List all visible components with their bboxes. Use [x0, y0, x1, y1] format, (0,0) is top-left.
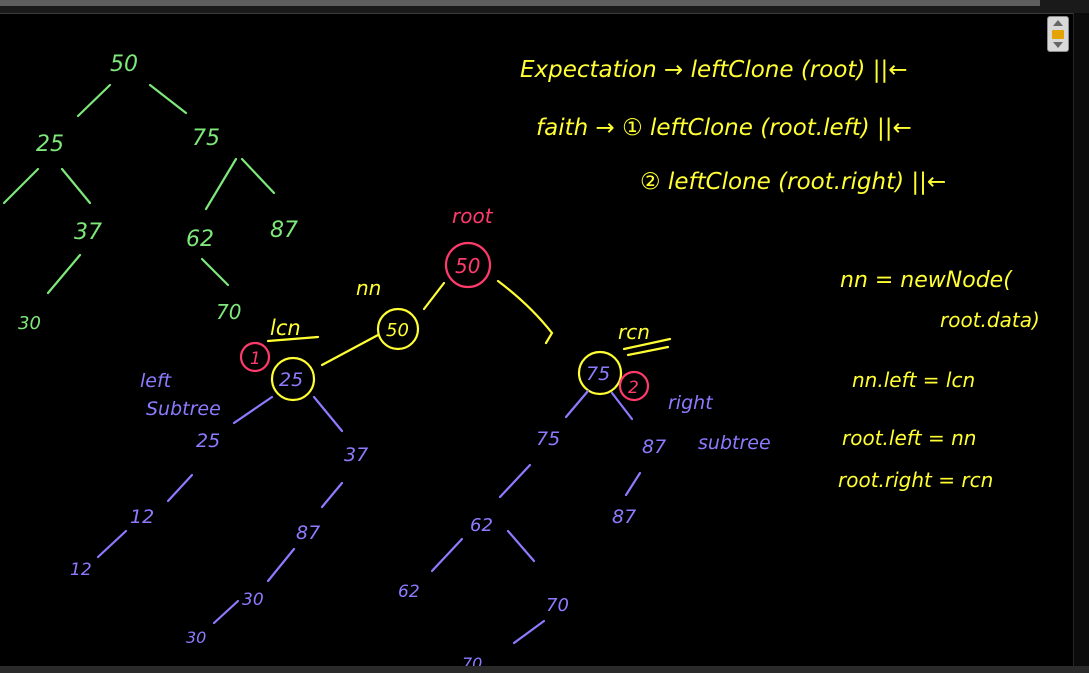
- purple-edge: [212, 599, 240, 625]
- green-node-62: 62: [186, 227, 214, 252]
- scroll-control[interactable]: [1047, 16, 1069, 52]
- green-edge: [46, 253, 82, 295]
- purple-edge: [96, 529, 128, 559]
- root-label: root: [452, 204, 494, 228]
- root-node-value: 50: [455, 254, 480, 278]
- right-subtree-label-2: subtree: [698, 432, 771, 454]
- purple-edge: [430, 537, 464, 573]
- purple-node-62a: 62: [470, 515, 493, 536]
- note-expectation: Expectation → leftClone (root) ||←: [520, 57, 907, 83]
- purple-node-30b: 30: [186, 628, 206, 647]
- rcn-label: rcn: [618, 320, 650, 344]
- scroll-down-icon[interactable]: [1053, 42, 1063, 48]
- note-nn-1: nn = newNode(: [840, 268, 1013, 293]
- step-1-circle: [239, 341, 271, 373]
- note-nn-2: root.data): [940, 308, 1040, 332]
- nn-label: nn: [356, 276, 381, 300]
- purple-node-62b: 62: [398, 582, 420, 602]
- purple-node-87a: 87: [296, 522, 320, 544]
- yellow-edge: [496, 279, 554, 345]
- lcn-circle: [270, 356, 316, 402]
- step-1-label: 1: [250, 349, 261, 369]
- note-faith-2: ② leftClone (root.right) ||←: [640, 169, 946, 195]
- purple-edge: [506, 529, 536, 563]
- purple-edge: [232, 395, 274, 425]
- scroll-grip-icon[interactable]: [1052, 30, 1064, 39]
- purple-edge: [610, 391, 634, 421]
- purple-edge: [498, 463, 532, 499]
- root-circle: [444, 241, 492, 289]
- purple-edge: [512, 619, 546, 645]
- root-annotation: root 50 nn 50 lcn 1 25 rcn 75 2 left Sub…: [140, 204, 771, 454]
- note-nn-3: nn.left = lcn: [852, 368, 975, 392]
- green-node-30: 30: [18, 313, 41, 334]
- purple-tree: 25 37 12 87 12 30 30 75 87 87 62 62 70 7…: [70, 389, 666, 666]
- note-faith-1: faith → ① leftClone (root.left) ||←: [536, 115, 912, 141]
- step-2-label: 2: [628, 378, 639, 398]
- left-subtree-label-2: Subtree: [146, 398, 221, 420]
- step-2-circle: [618, 370, 650, 402]
- yellow-edge: [422, 281, 446, 311]
- green-edge: [76, 83, 112, 118]
- rcn-circle: [577, 350, 623, 396]
- rcn-underline: [622, 337, 672, 357]
- purple-node-30a: 30: [242, 590, 264, 610]
- purple-node-87b: 87: [642, 436, 666, 458]
- purple-node-70b: 70: [462, 654, 482, 666]
- green-edge: [204, 157, 238, 211]
- lcn-node-value: 25: [279, 369, 303, 391]
- top-toolbar: [0, 0, 1089, 14]
- scroll-up-icon[interactable]: [1053, 20, 1063, 26]
- purple-edge: [266, 547, 296, 583]
- lcn-label: lcn: [270, 316, 301, 340]
- green-node-70: 70: [216, 300, 241, 324]
- nn-node-value: 50: [386, 320, 409, 341]
- purple-node-25: 25: [196, 430, 220, 452]
- nn-circle: [376, 307, 420, 351]
- right-scrollbar-track[interactable]: [1073, 13, 1089, 666]
- green-edge: [200, 257, 230, 287]
- purple-edge: [564, 389, 590, 419]
- purple-node-12b: 12: [70, 560, 92, 580]
- purple-edge: [624, 471, 642, 497]
- purple-edge: [320, 481, 344, 509]
- purple-edge: [166, 473, 194, 503]
- whiteboard-canvas[interactable]: 50 25 75 37 62 87 30 70 Expectation → le…: [0, 13, 1072, 666]
- yellow-edge: [320, 333, 380, 367]
- green-node-25: 25: [36, 132, 64, 157]
- note-nn-4: root.left = nn: [842, 426, 976, 450]
- toolbar-strip: [0, 0, 1040, 6]
- green-node-37: 37: [74, 220, 102, 245]
- green-edge: [148, 83, 188, 115]
- green-edge: [2, 167, 40, 205]
- right-subtree-label-1: right: [668, 392, 714, 414]
- rcn-node-value: 75: [586, 363, 610, 385]
- lcn-underline: [266, 335, 320, 343]
- note-nn-5: root.right = rcn: [838, 468, 993, 492]
- purple-edge: [312, 395, 344, 433]
- bottom-bar: [0, 666, 1089, 673]
- green-node-87: 87: [270, 218, 298, 243]
- green-node-50: 50: [110, 52, 138, 77]
- green-tree: 50 25 75 37 62 87 30 70: [2, 52, 298, 334]
- purple-node-70: 70: [546, 595, 569, 616]
- purple-node-75: 75: [536, 428, 560, 450]
- green-node-75: 75: [192, 126, 220, 151]
- green-edge: [60, 167, 92, 205]
- purple-node-12a: 12: [130, 506, 154, 528]
- purple-node-37: 37: [344, 444, 368, 466]
- notes-block: Expectation → leftClone (root) ||← faith…: [520, 57, 1040, 492]
- green-edge: [240, 157, 276, 195]
- purple-node-87c: 87: [612, 506, 636, 528]
- left-subtree-label-1: left: [140, 370, 173, 392]
